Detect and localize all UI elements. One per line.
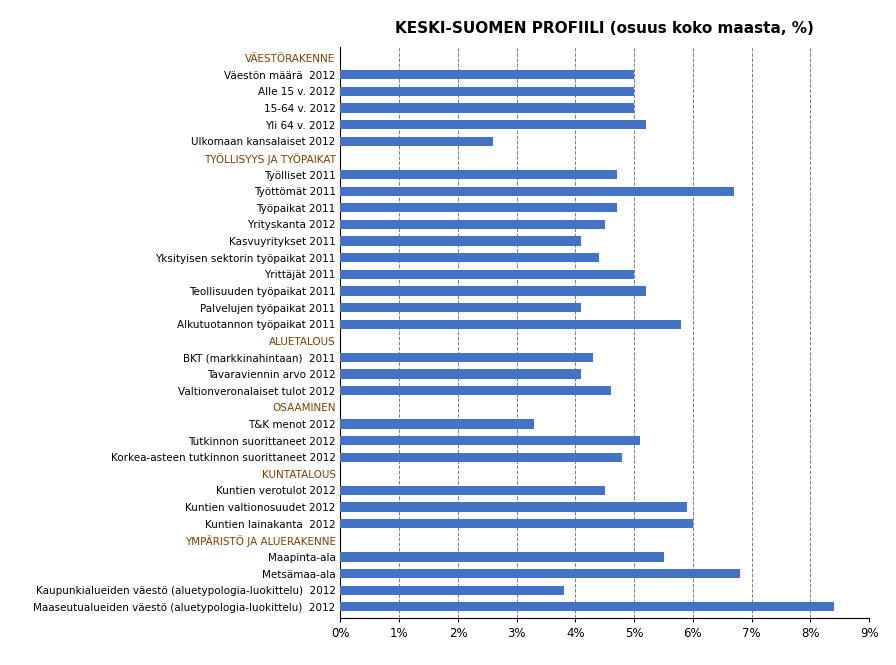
Bar — [340, 519, 693, 528]
Bar — [340, 270, 634, 279]
Bar — [340, 486, 605, 495]
Bar — [340, 253, 599, 262]
Bar — [340, 353, 593, 362]
Bar — [340, 220, 605, 229]
Bar — [340, 420, 534, 428]
Bar — [340, 120, 646, 129]
Title: KESKI-SUOMEN PROFIILI (osuus koko maasta, %): KESKI-SUOMEN PROFIILI (osuus koko maasta… — [395, 21, 814, 36]
Bar — [340, 137, 493, 146]
Bar — [340, 170, 616, 179]
Bar — [340, 436, 640, 445]
Bar — [340, 104, 634, 112]
Bar — [340, 70, 634, 79]
Bar — [340, 187, 734, 196]
Bar — [340, 370, 582, 378]
Bar — [340, 503, 687, 511]
Bar — [340, 287, 646, 295]
Bar — [340, 237, 582, 245]
Bar — [340, 87, 634, 96]
Bar — [340, 569, 740, 578]
Bar — [340, 602, 834, 611]
Bar — [340, 203, 616, 212]
Bar — [340, 386, 611, 395]
Bar — [340, 453, 623, 462]
Bar — [340, 586, 564, 595]
Bar — [340, 553, 664, 561]
Bar — [340, 303, 582, 312]
Bar — [340, 320, 681, 329]
